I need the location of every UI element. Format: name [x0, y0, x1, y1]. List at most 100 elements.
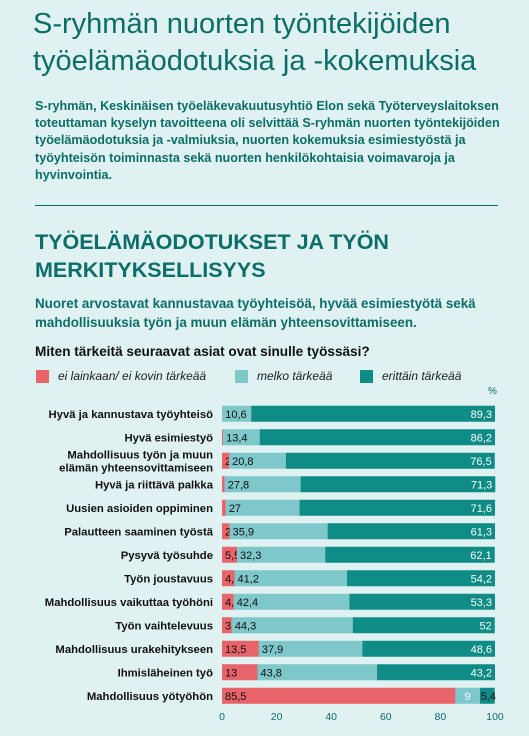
data-label: 71,6 [471, 503, 492, 515]
bar-segment [222, 570, 235, 587]
bar-segment [222, 429, 224, 446]
data-label: 27,8 [228, 479, 249, 491]
bar-segment [222, 546, 238, 563]
data-label: 37,9 [262, 644, 283, 656]
bar-segment [237, 546, 326, 563]
bar-segment [229, 452, 286, 469]
data-label: 10,6 [225, 409, 246, 421]
data-label: 76,5 [470, 456, 491, 468]
data-label: 54,2 [471, 573, 492, 585]
bar-segment [222, 593, 234, 610]
bar-segment [225, 499, 300, 516]
bar-segment [327, 523, 495, 540]
bar-segment [231, 617, 353, 634]
data-label: 61,3 [471, 526, 492, 538]
x-tick-label: 60 [380, 711, 392, 723]
bar-segment [347, 570, 495, 587]
bar-segment [222, 664, 258, 681]
bar-segment [234, 570, 348, 587]
bar-segment [257, 664, 378, 681]
percent-unit-label: % [488, 386, 497, 397]
bar-segment [258, 640, 363, 657]
data-label: 44,3 [235, 620, 256, 632]
page-title: S-ryhmän nuorten työntekijöiden työelämä… [33, 8, 477, 77]
data-label: 13,5 [225, 644, 246, 656]
legend-swatch-2 [360, 370, 373, 383]
bar-segment [455, 687, 480, 704]
bar-segment [222, 405, 252, 422]
data-label: 53,3 [471, 597, 492, 609]
data-label: 71,3 [471, 479, 492, 491]
bar-segment [222, 640, 259, 657]
data-label: 43,2 [471, 667, 492, 679]
category-label: Palautteen saaminen työstä [64, 526, 214, 538]
bar-segment [300, 476, 496, 493]
category-label: Mahdollisuus työn ja muun elämän yhteenso… [59, 449, 213, 474]
chart-question: Miten tärkeitä seuraavat asiat ovat sinu… [35, 344, 370, 359]
bar-segment [222, 523, 230, 540]
bar-segment [223, 429, 260, 446]
intro-paragraph: S-ryhmän, Keskinäisen työeläkevakuutusyh… [35, 99, 500, 182]
category-label: Ihmisläheinen työ [118, 667, 214, 679]
divider [35, 205, 498, 206]
category-label: Hyvä ja riittävä palkka [95, 479, 214, 491]
legend-swatch-1 [235, 370, 248, 383]
bar-segment [325, 546, 495, 563]
bar-segment [352, 617, 495, 634]
data-label: 85,5 [225, 691, 246, 703]
data-label: 32,3 [240, 550, 261, 562]
x-tick-label: 80 [435, 711, 447, 723]
bar-segment [251, 405, 495, 422]
category-label: Mahdollisuus yötyöhön [87, 691, 213, 703]
legend-label-0: ei lainkaan/ ei kovin tärkeää [58, 369, 207, 383]
x-tick-label: 20 [271, 711, 283, 723]
legend-label-2: erittäin tärkeää [382, 369, 462, 383]
data-label: 5,4 [481, 691, 496, 703]
category-label: Mahdollisuus vaikuttaa työhöni [45, 597, 213, 609]
bar-segment [222, 617, 232, 634]
data-label: 35,9 [233, 526, 254, 538]
bar-segment [229, 523, 328, 540]
category-label: Hyvä esimiestyö [124, 432, 213, 444]
data-label: 86,2 [471, 432, 492, 444]
data-label: 5,5 [225, 550, 240, 562]
bar-segment [299, 499, 495, 516]
bar-segment [222, 687, 456, 704]
bar-segment [222, 452, 230, 469]
x-tick-label: 100 [486, 711, 504, 723]
legend-label-1: melko tärkeää [257, 369, 333, 383]
bar-segment [222, 499, 226, 516]
data-label: 43,8 [260, 667, 281, 679]
x-tick-label: 0 [219, 711, 225, 723]
x-tick-label: 40 [325, 711, 337, 723]
bar-segment [222, 476, 225, 493]
bar-segment [349, 593, 495, 610]
data-label: 52 [479, 620, 491, 632]
category-label: Pysyvä työsuhde [121, 550, 213, 562]
bar-segment [285, 452, 495, 469]
bar-segment [377, 664, 495, 681]
bar-segment [259, 429, 495, 446]
data-label: 62,1 [470, 550, 491, 562]
category-label: Työn vaihtelevuus [115, 620, 213, 632]
data-label: 20,8 [232, 456, 253, 468]
data-label: 13 [225, 667, 237, 679]
data-label: 13,4 [226, 432, 247, 444]
category-label: Hyvä ja kannustava työyhteisö [49, 409, 214, 421]
section-title: TYÖELÄMÄODOTUKSET JA TYÖN MERKITYKSELLIS… [35, 230, 389, 282]
bar-segment [233, 593, 350, 610]
category-label: Uusien asioiden oppiminen [66, 503, 213, 515]
lead-text: Nuoret arvostavat kannustavaa työyhteisö… [35, 296, 476, 330]
data-label: 48,6 [471, 644, 492, 656]
bar-segment [362, 640, 495, 657]
data-label: 27 [229, 503, 241, 515]
data-label: 41,2 [238, 573, 259, 585]
bar-segment [479, 687, 495, 704]
data-label: 9 [465, 691, 471, 703]
data-label: 42,4 [237, 597, 258, 609]
legend-swatch-0 [36, 370, 49, 383]
data-label: 89,3 [471, 409, 492, 421]
bar-segment [224, 476, 301, 493]
category-label: Työn joustavuus [124, 573, 213, 585]
